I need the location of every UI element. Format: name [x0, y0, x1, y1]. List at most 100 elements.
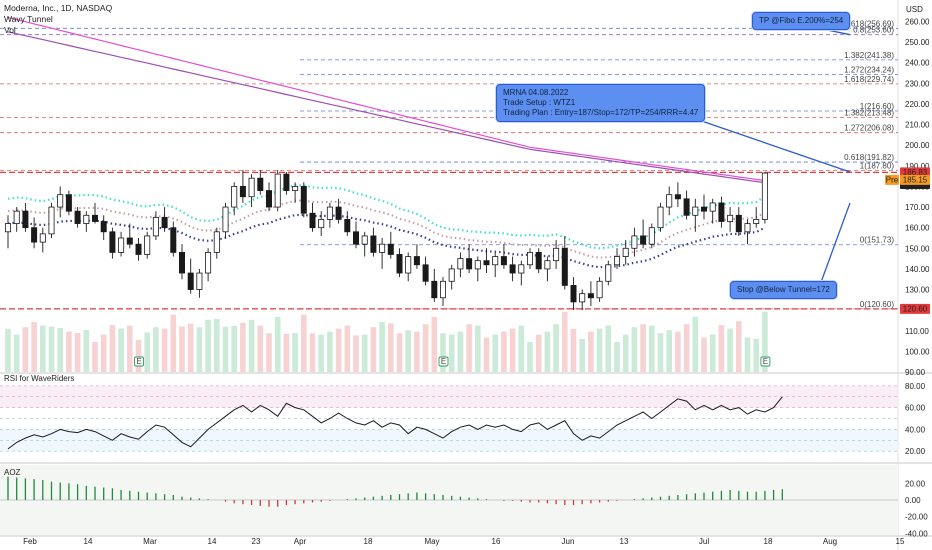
aoz-tick-label: 0.00: [905, 496, 921, 505]
candle-body: [744, 223, 751, 233]
indicator-vol[interactable]: Vol: [4, 25, 16, 35]
price-badge: [900, 174, 930, 185]
candle-body: [83, 214, 90, 224]
currency-label: USD: [906, 5, 923, 14]
candle-body: [692, 206, 699, 216]
price-tick-label: 260.00: [905, 17, 930, 26]
candle-body: [753, 219, 760, 224]
volume-bar: [214, 319, 220, 372]
candle-body: [265, 190, 272, 208]
candle-body: [579, 293, 586, 303]
candle-body: [405, 256, 412, 274]
volume-bar: [509, 328, 516, 372]
fib-level-label: 0.8(253.60): [853, 26, 894, 35]
volume-bar: [744, 337, 751, 372]
volume-bar: [196, 327, 203, 372]
price-tick-label: 100.00: [905, 347, 930, 356]
volume-bar: [109, 325, 116, 372]
candle-body: [631, 235, 638, 249]
volume-bar: [475, 325, 481, 372]
earnings-marker-box: [134, 356, 144, 367]
candle-body: [422, 264, 429, 282]
rsi-tick-label: 40.00: [905, 425, 926, 434]
candle-body: [126, 237, 133, 245]
candle-body: [709, 202, 716, 212]
rsi-line: [7, 396, 783, 450]
candle-body: [727, 214, 734, 222]
volume-bar: [388, 323, 394, 372]
x-axis-tick-label: 18: [364, 537, 373, 546]
volume-bar: [396, 333, 403, 372]
candle-body: [161, 216, 168, 229]
candle-body: [674, 194, 681, 200]
volume-bar: [31, 322, 37, 372]
volume-bar: [605, 325, 612, 372]
volume-bar: [301, 314, 307, 372]
candle-body: [718, 202, 725, 222]
candle-body: [535, 252, 542, 270]
volume-bar: [240, 322, 246, 372]
x-axis-tick-label: 14: [84, 537, 93, 546]
fib-level-label: 0(151.73): [860, 236, 895, 245]
volume-bar: [292, 333, 298, 372]
volume-bar: [344, 325, 351, 372]
candle-body: [561, 247, 568, 286]
volume-bar: [666, 330, 672, 372]
fib-level-label: 1.272(206.08): [844, 124, 894, 133]
volume-bar: [640, 324, 646, 372]
volume-bar: [248, 319, 255, 372]
candle-body: [248, 177, 255, 198]
x-axis-tick-label: Aug: [823, 537, 837, 546]
candle-body: [474, 260, 481, 270]
candle-body: [65, 194, 72, 212]
setup-callout[interactable]: MRNA 04.08.2022 Trade Setup : WTZ1 Tradi…: [496, 84, 706, 122]
candle-body: [413, 256, 420, 266]
fib-level-label: 1.382(213.48): [844, 108, 894, 117]
candle-body: [614, 256, 621, 266]
candle-body: [283, 173, 290, 191]
volume-bar: [753, 339, 759, 372]
volume-bar: [318, 334, 324, 372]
long-ema-line: [7, 16, 765, 182]
indicator-wavy-tunnel[interactable]: Wavy Tunnel: [4, 14, 53, 24]
volume-bar: [170, 314, 177, 372]
tp-callout-text: TP @Fibo E.200%=254: [759, 16, 844, 25]
setup-line: MRNA 04.08.2022: [503, 88, 569, 97]
candle-body: [170, 227, 177, 253]
candle-body: [152, 216, 159, 237]
candle-body: [309, 212, 316, 229]
candle-body: [274, 173, 281, 208]
volume-bar: [709, 334, 716, 372]
volume-bar: [179, 326, 185, 372]
aoz-pane-title[interactable]: AOZ: [4, 468, 21, 477]
stop-callout[interactable]: Stop @Below Tunnel=172: [730, 281, 837, 299]
candle-body: [213, 231, 220, 253]
candle-body: [344, 219, 351, 233]
fib-level-label: 0(120.60): [860, 300, 895, 309]
volume-bar: [13, 334, 20, 372]
price-badge: [885, 174, 899, 185]
setup-line: Trading Plan : Entry=187/Stop=172/TP=254…: [503, 108, 699, 117]
volume-bar: [22, 327, 29, 372]
long-ema-line: [7, 31, 765, 184]
volume-bar: [570, 328, 577, 372]
symbol-title[interactable]: Moderna, Inc., 1D, NASDAQ: [4, 3, 113, 13]
volume-bar: [414, 331, 420, 372]
earnings-marker-label: E: [441, 357, 446, 366]
candle-body: [48, 206, 55, 235]
price-tick-label: 190.00: [905, 162, 930, 171]
earnings-marker-box: [438, 356, 449, 367]
candle-body: [500, 256, 507, 266]
candle-body: [178, 252, 185, 274]
volume-bar: [736, 321, 742, 372]
candle-body: [396, 254, 403, 274]
tp-callout[interactable]: TP @Fibo E.200%=254: [752, 12, 851, 30]
candle-body: [596, 280, 603, 299]
price-tick-label: 210.00: [905, 121, 930, 130]
price-badge-text: 120.60: [903, 304, 928, 313]
fib-level-label: 1(187.80): [860, 161, 895, 170]
candle-body: [318, 219, 325, 229]
price-tick-label: 250.00: [905, 38, 930, 47]
rsi-pane-title[interactable]: RSI for WaveRiders: [4, 374, 75, 383]
candle-body: [683, 198, 690, 216]
